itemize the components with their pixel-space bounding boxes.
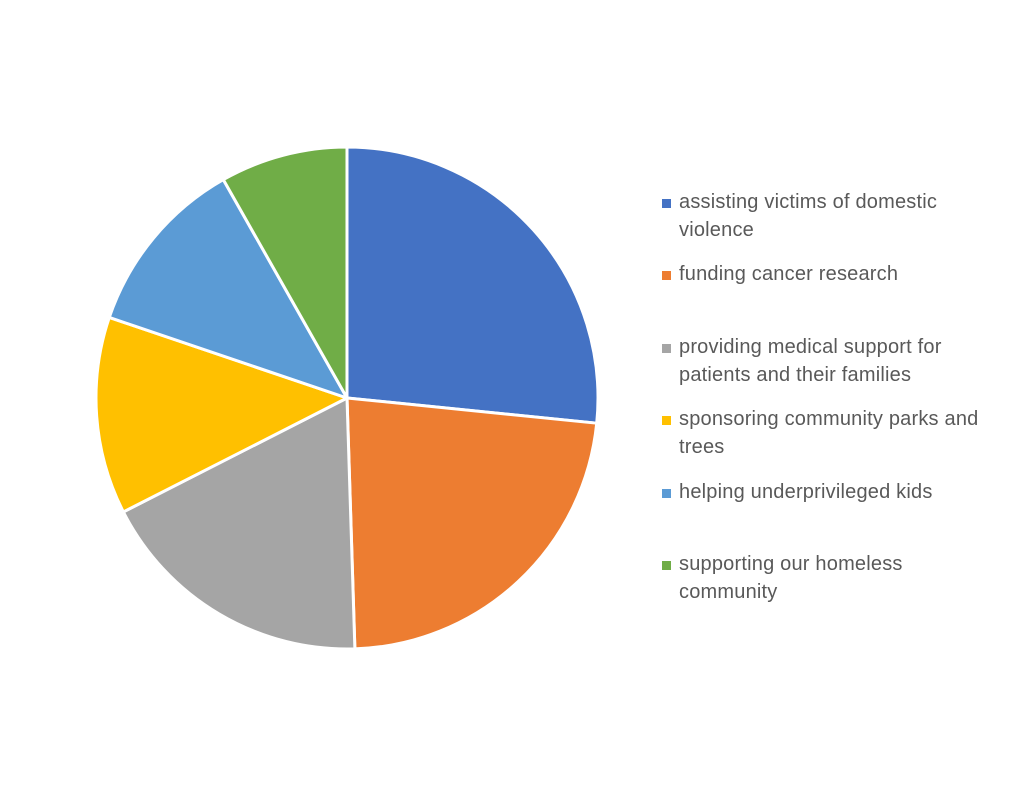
legend-label-underprivileged-kids: helping underprivileged kids bbox=[679, 481, 933, 503]
legend-swatch-medical-support bbox=[662, 344, 671, 353]
legend-item-homeless-community: supporting our homeless community bbox=[662, 550, 992, 606]
legend-swatch-homeless-community bbox=[662, 561, 671, 570]
legend-label-cancer-research: funding cancer research bbox=[679, 263, 899, 285]
pie-slice-domestic-violence bbox=[345, 145, 600, 425]
legend-swatch-underprivileged-kids bbox=[662, 489, 671, 498]
legend-item-domestic-violence: assisting victims of domestic violence bbox=[662, 188, 992, 244]
legend-label-community-parks: sponsoring community parks and trees bbox=[679, 408, 979, 458]
legend-swatch-domestic-violence bbox=[662, 199, 671, 208]
legend-label-homeless-community: supporting our homeless community bbox=[679, 553, 903, 603]
pie-slice-medical-support bbox=[121, 396, 357, 651]
legend-item-underprivileged-kids: helping underprivileged kids bbox=[662, 478, 992, 506]
pie-slice-underprivileged-kids bbox=[107, 178, 349, 400]
legend-item-medical-support: providing medical support for patients a… bbox=[662, 333, 992, 389]
legend-item-community-parks: sponsoring community parks and trees bbox=[662, 405, 992, 461]
pie-slice-cancer-research bbox=[345, 396, 599, 651]
legend-label-medical-support: providing medical support for patients a… bbox=[679, 336, 942, 386]
legend-item-cancer-research: funding cancer research bbox=[662, 260, 992, 288]
legend-label-domestic-violence: assisting victims of domestic violence bbox=[679, 191, 938, 241]
pie-slice-homeless-community bbox=[221, 145, 349, 400]
legend-swatch-cancer-research bbox=[662, 271, 671, 280]
pie-slices bbox=[94, 145, 600, 651]
pie-slice-community-parks bbox=[94, 315, 349, 514]
legend-swatch-community-parks bbox=[662, 416, 671, 425]
